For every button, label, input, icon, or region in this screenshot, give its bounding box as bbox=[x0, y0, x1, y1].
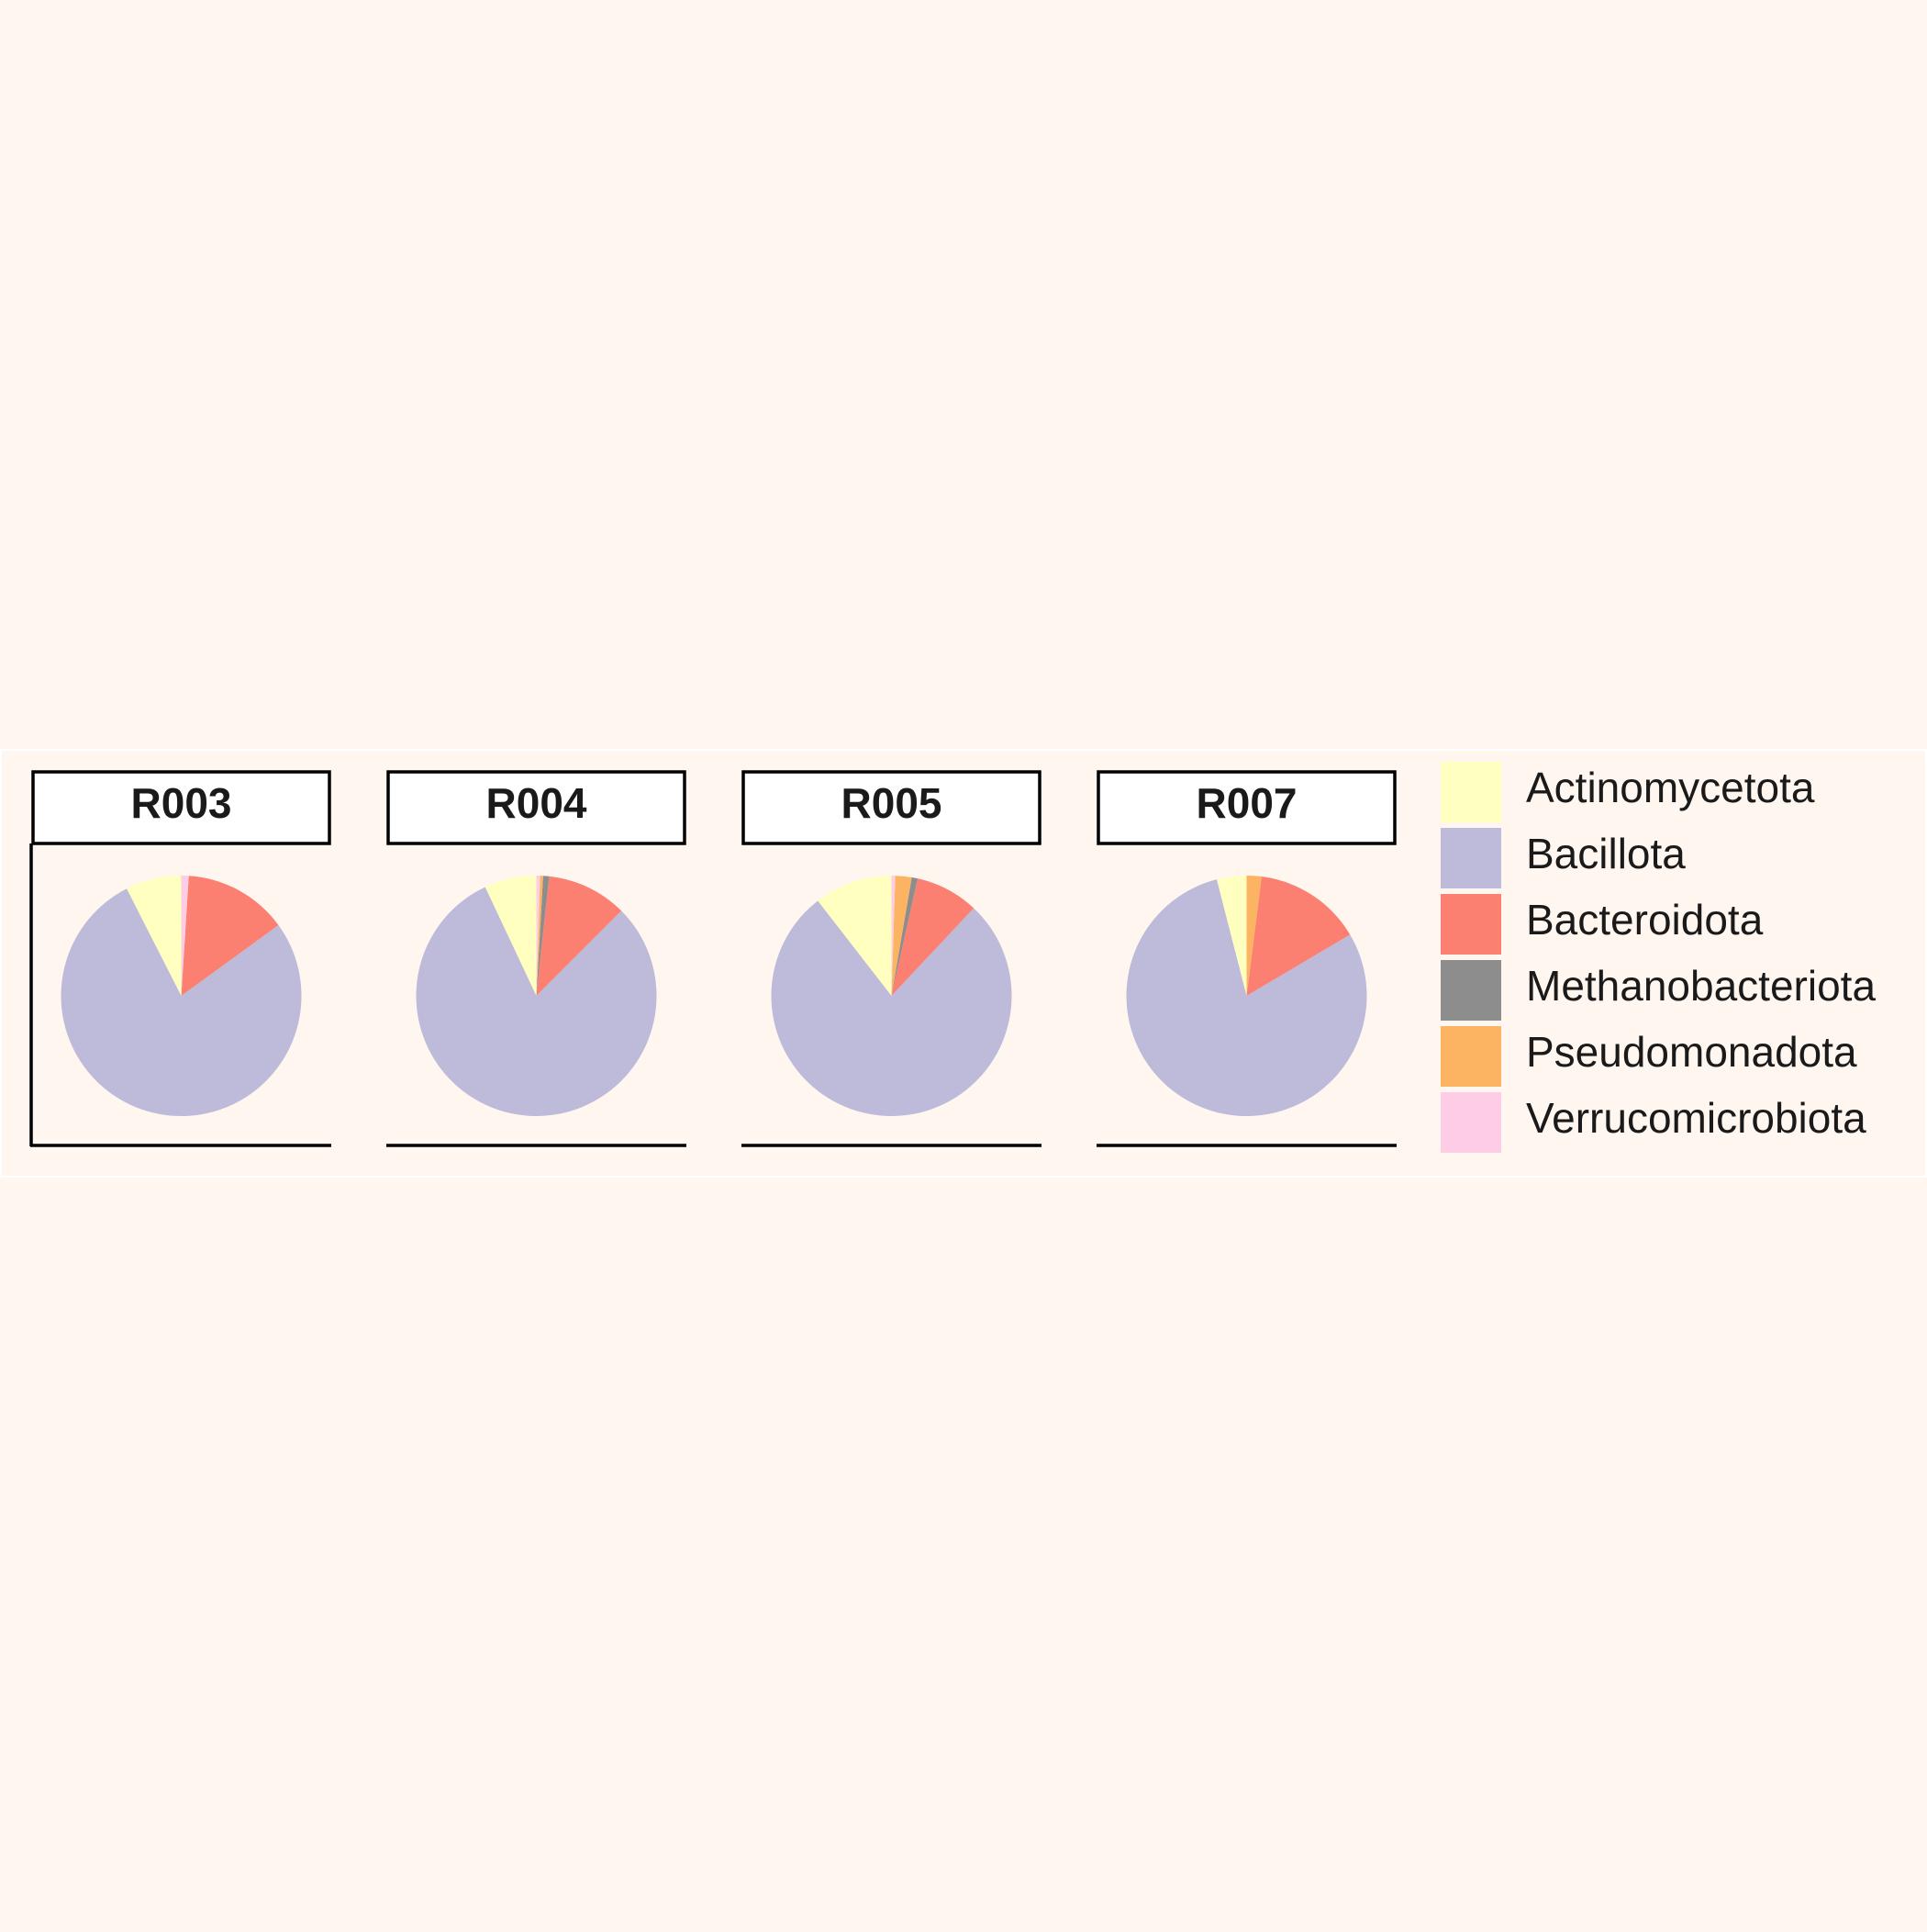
legend-entry: Actinomycetota bbox=[1441, 762, 1815, 822]
pie-R004 bbox=[416, 876, 657, 1116]
facet-R004: R004 bbox=[386, 770, 686, 1147]
legend-label: Verrucomicrobiota bbox=[1526, 1094, 1866, 1142]
legend-key bbox=[1441, 1092, 1501, 1153]
pie-slice-methanobacteriota bbox=[891, 877, 919, 996]
legend-entry: Bacillota bbox=[1441, 828, 1686, 888]
pie-R005 bbox=[771, 876, 1012, 1116]
legend-key bbox=[1441, 828, 1501, 888]
facet-R003: R003 bbox=[29, 770, 331, 1147]
pie-slice-verrucomicrobiota bbox=[181, 876, 189, 996]
legend-label: Pseudomonadota bbox=[1526, 1028, 1857, 1076]
pie-slice-bacillota bbox=[61, 888, 302, 1116]
pie-slice-verrucomicrobiota bbox=[536, 876, 540, 996]
legend: Actinomycetota Bacillota Bacteroidota Me… bbox=[1441, 762, 1876, 1153]
facet-label-R005: R005 bbox=[841, 779, 942, 827]
strip-box bbox=[386, 770, 686, 845]
pie-slice-bacillota bbox=[416, 887, 657, 1116]
facet-R005: R005 bbox=[741, 770, 1041, 1147]
pie-R003 bbox=[61, 876, 302, 1116]
facet-label-R003: R003 bbox=[131, 779, 232, 827]
pie-slice-methanobacteriota bbox=[536, 876, 550, 996]
pie-slice-actinomycetota bbox=[485, 876, 537, 996]
pie-R007 bbox=[1126, 876, 1367, 1116]
facet-label-R004: R004 bbox=[486, 779, 587, 827]
strip-box bbox=[1097, 770, 1397, 845]
legend-key bbox=[1441, 762, 1501, 822]
pie-slice-pseudomonadota bbox=[536, 876, 543, 996]
pie-slice-bacteroidota bbox=[536, 876, 622, 996]
legend-key bbox=[1441, 960, 1501, 1021]
pie-slice-bacteroidota bbox=[181, 876, 279, 996]
pie-slice-bacteroidota bbox=[1246, 877, 1351, 996]
facet-R007: R007 bbox=[1097, 770, 1397, 1147]
legend-key bbox=[1441, 894, 1501, 955]
pie-slice-verrucomicrobiota bbox=[891, 876, 896, 996]
pie-slice-actinomycetota bbox=[1216, 876, 1247, 996]
facet-label-R007: R007 bbox=[1197, 779, 1298, 827]
legend-entry: Pseudomonadota bbox=[1441, 1026, 1857, 1087]
pie-slice-actinomycetota bbox=[818, 876, 892, 996]
strip-box bbox=[741, 770, 1041, 845]
legend-entry: Verrucomicrobiota bbox=[1441, 1092, 1866, 1153]
strip-box bbox=[31, 770, 331, 845]
pie-slice-bacteroidota bbox=[891, 878, 975, 996]
legend-entry: Methanobacteriota bbox=[1441, 960, 1876, 1021]
pie-slice-bacillota bbox=[1126, 879, 1367, 1116]
pie-slice-bacillota bbox=[771, 900, 1012, 1116]
pie-slice-actinomycetota bbox=[127, 876, 182, 996]
legend-key bbox=[1441, 1026, 1501, 1087]
pie-slice-pseudomonadota bbox=[1246, 876, 1262, 996]
legend-label: Methanobacteriota bbox=[1526, 962, 1876, 1010]
pie-slice-pseudomonadota bbox=[891, 876, 912, 996]
legend-label: Actinomycetota bbox=[1526, 764, 1815, 811]
legend-label: Bacteroidota bbox=[1526, 896, 1764, 944]
legend-label: Bacillota bbox=[1526, 830, 1686, 877]
legend-entry: Bacteroidota bbox=[1441, 894, 1764, 955]
